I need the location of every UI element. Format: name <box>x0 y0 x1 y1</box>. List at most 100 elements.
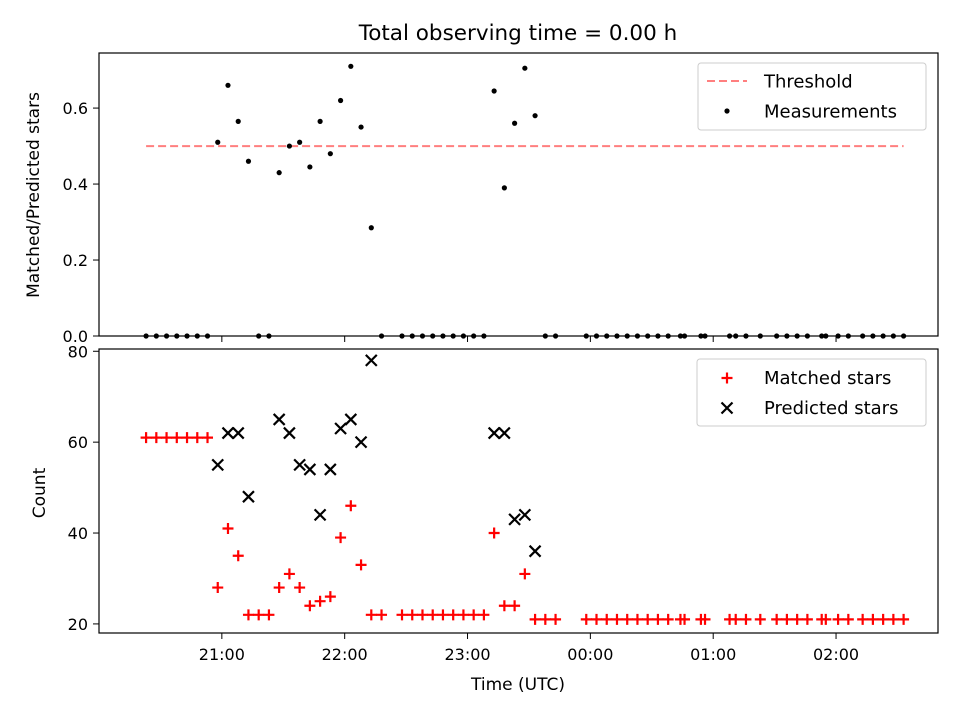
bottom-y-axis-label: Count <box>30 467 50 518</box>
predicted-stars-legend-label: Predicted stars <box>764 398 898 419</box>
matched-star-marker <box>519 568 531 580</box>
measurement-point <box>235 118 241 124</box>
predicted-star-marker <box>334 422 347 435</box>
measurement-point <box>491 88 497 94</box>
matched-star-marker <box>662 613 674 625</box>
matched-star-marker <box>242 609 254 621</box>
top-y-tick-label: 0.2 <box>63 251 88 270</box>
predicted-star-marker <box>354 435 368 449</box>
matched-star-marker <box>365 609 377 621</box>
measurement-point <box>276 170 282 176</box>
matched-star-marker <box>887 613 899 625</box>
matched-star-marker <box>406 609 418 621</box>
matched-stars-legend-swatch <box>721 372 733 384</box>
measurement-point <box>327 151 333 157</box>
matched-star-marker <box>754 613 766 625</box>
predicted-star-marker <box>324 463 337 476</box>
measurement-point <box>245 158 252 164</box>
predicted-star-marker <box>272 413 286 426</box>
measurement-point <box>532 113 538 119</box>
bottom-x-tick-label: 00:00 <box>567 645 613 664</box>
matched-star-marker <box>478 609 490 621</box>
measurement-point <box>215 139 221 145</box>
matched-star-marker <box>498 600 510 612</box>
predicted-star-marker <box>231 426 245 440</box>
bottom-y-tick-label: 20 <box>68 615 88 634</box>
matched-star-marker <box>699 613 711 625</box>
matched-star-marker <box>335 532 347 544</box>
measurements-legend-swatch <box>724 108 730 114</box>
matched-star-marker <box>376 609 388 621</box>
matched-star-marker <box>253 609 265 621</box>
matched-star-marker <box>447 609 459 621</box>
matched-star-marker <box>529 613 541 625</box>
predicted-stars-legend-swatch <box>720 401 734 415</box>
matched-star-marker <box>550 613 562 625</box>
matched-star-marker <box>488 527 500 539</box>
predicted-star-marker <box>283 426 296 440</box>
matched-star-marker <box>161 432 173 444</box>
matched-star-marker <box>631 613 643 625</box>
bottom-x-tick-label: 21:00 <box>199 645 245 664</box>
matched-star-marker <box>427 609 439 621</box>
predicted-star-marker <box>313 508 327 522</box>
matched-star-marker <box>652 613 664 625</box>
measurement-point <box>512 120 518 126</box>
matched-star-marker <box>791 613 803 625</box>
matched-star-marker <box>222 522 234 534</box>
predicted-star-marker <box>242 490 255 503</box>
matched-star-marker <box>611 613 623 625</box>
measurement-point <box>297 139 303 145</box>
matched-star-marker <box>509 600 521 612</box>
matched-star-marker <box>263 609 275 621</box>
matched-star-marker <box>842 613 854 625</box>
predicted-star-marker <box>211 458 225 472</box>
matched-star-marker <box>212 582 224 594</box>
predicted-legend-marker <box>720 401 734 415</box>
matched-star-marker <box>202 432 214 444</box>
measurement-point <box>225 82 231 88</box>
measurement-point <box>348 63 354 69</box>
matched-star-marker <box>150 432 162 444</box>
matched-star-marker <box>468 609 480 621</box>
bottom-legend: Matched stars Predicted stars <box>696 358 927 427</box>
matched-star-marker <box>457 609 469 621</box>
matched-star-marker <box>771 613 783 625</box>
measurement-point <box>307 164 313 170</box>
matched-star-marker <box>877 613 889 625</box>
matched-star-marker <box>591 613 603 625</box>
bottom-y-tick-label: 60 <box>68 433 88 452</box>
measurements-legend-label: Measurements <box>764 102 897 123</box>
measurement-point <box>337 97 344 104</box>
matched-star-marker <box>191 432 203 444</box>
threshold-legend-label: Threshold <box>763 72 853 93</box>
matched-star-marker <box>801 613 813 625</box>
top-axes-frame <box>98 52 939 337</box>
top-y-tick-label: 0.6 <box>63 99 88 118</box>
matched-star-marker <box>820 613 832 625</box>
top-y-axis-label: Matched/Predicted stars <box>24 92 44 298</box>
matched-legend-marker <box>721 372 733 384</box>
bottom-x-tick-label: 02:00 <box>813 645 859 664</box>
matched-star-marker <box>539 613 551 625</box>
bottom-x-tick-label: 01:00 <box>690 645 736 664</box>
matched-star-marker <box>345 500 357 512</box>
matched-star-marker <box>416 609 428 621</box>
predicted-star-marker <box>518 508 532 522</box>
chart-title: Total observing time = 0.00 h <box>358 21 678 46</box>
predicted-star-marker <box>487 426 501 440</box>
top-plot-area: 0.0 0.2 0.4 0.6 <box>63 52 939 346</box>
matched-star-marker <box>437 609 449 621</box>
matched-star-marker <box>857 613 869 625</box>
matched-star-marker <box>324 591 336 603</box>
matched-star-marker <box>273 582 285 594</box>
predicted-star-marker <box>498 426 511 440</box>
predicted-star-marker <box>221 426 235 440</box>
predicted-star-marker <box>365 354 378 367</box>
matched-star-marker <box>601 613 613 625</box>
matched-star-marker <box>898 613 910 625</box>
matched-star-marker <box>781 613 793 625</box>
bottom-x-axis-label: Time (UTC) <box>470 675 565 695</box>
measurement-point <box>501 185 507 191</box>
